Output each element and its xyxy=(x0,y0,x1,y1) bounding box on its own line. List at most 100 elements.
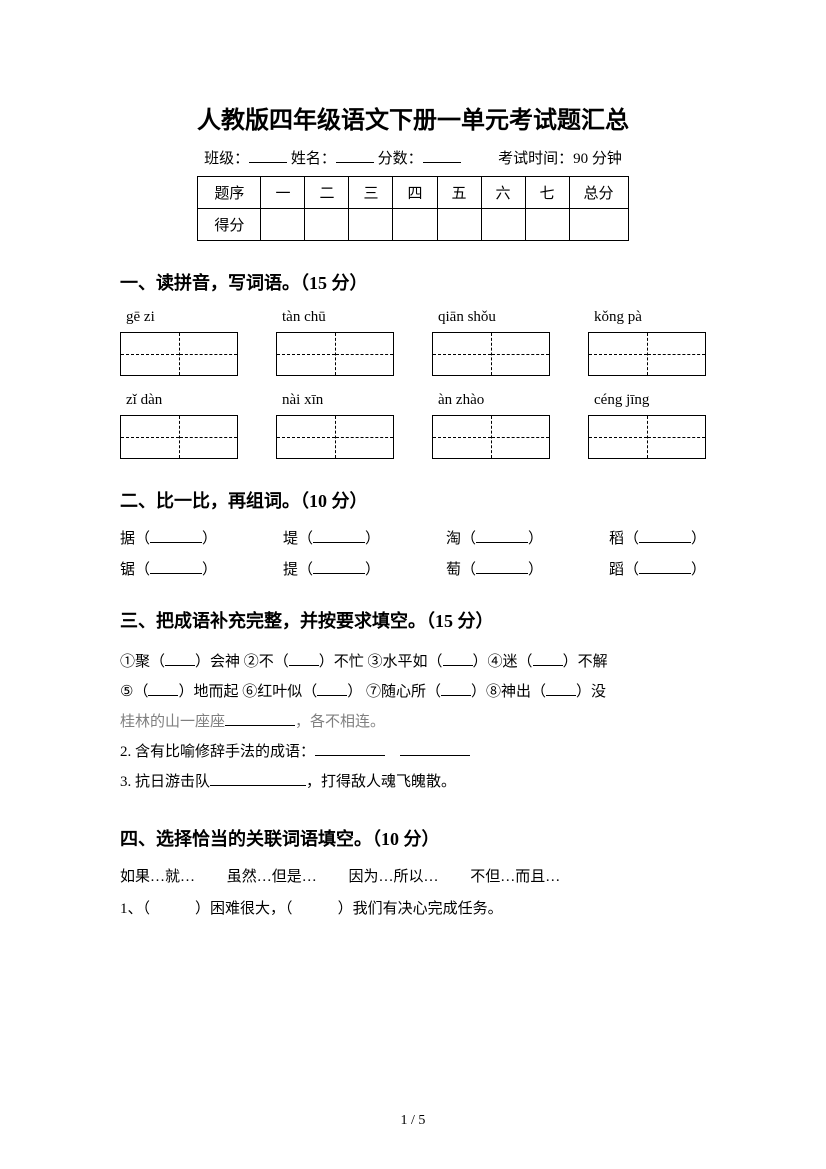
answer-blank[interactable] xyxy=(165,654,195,666)
score-cell[interactable] xyxy=(525,209,569,241)
score-cell[interactable] xyxy=(261,209,305,241)
score-table: 题序 一 二 三 四 五 六 七 总分 得分 xyxy=(197,176,628,241)
pinyin-row: gē zi tàn chū qiān shǒu kǒng pà xyxy=(120,309,706,376)
answer-blank[interactable] xyxy=(476,531,528,543)
section3-title: 三、把成语补充完整，并按要求填空。（15 分） xyxy=(120,607,706,633)
idiom-line: 2. 含有比喻修辞手法的成语： xyxy=(120,737,706,767)
table-row: 题序 一 二 三 四 五 六 七 总分 xyxy=(198,177,628,209)
pinyin-label: kǒng pà xyxy=(588,309,706,326)
pinyin-item: kǒng pà xyxy=(588,309,706,376)
idiom-line: ①聚（）会神 ②不（）不忙 ③水平如（）④迷（）不解 xyxy=(120,647,706,677)
section2-title: 二、比一比，再组词。（10 分） xyxy=(120,487,706,513)
pinyin-item: nài xīn xyxy=(276,392,394,459)
time-label: 考试时间：90 分钟 xyxy=(498,151,622,167)
compare-row: 锯（） 提（） 萄（） 蹈（） xyxy=(120,558,706,579)
answer-blank[interactable] xyxy=(400,744,470,756)
answer-blank[interactable] xyxy=(148,684,178,696)
pinyin-item: àn zhào xyxy=(432,392,550,459)
score-cell[interactable] xyxy=(305,209,349,241)
pinyin-row: zǐ dàn nài xīn àn zhào céng jīng xyxy=(120,392,706,459)
char-box[interactable] xyxy=(588,415,706,459)
pinyin-label: nài xīn xyxy=(276,392,394,409)
compare-item: 锯（） xyxy=(120,558,217,579)
info-line: 班级： 姓名： 分数： 考试时间：90 分钟 xyxy=(120,147,706,168)
pinyin-label: gē zi xyxy=(120,309,238,326)
char-box[interactable] xyxy=(120,415,238,459)
pinyin-item: gē zi xyxy=(120,309,238,376)
score-cell[interactable] xyxy=(569,209,628,241)
class-blank[interactable] xyxy=(249,149,287,163)
answer-blank[interactable] xyxy=(150,531,202,543)
th: 七 xyxy=(525,177,569,209)
answer-blank[interactable] xyxy=(639,562,691,574)
row-label: 得分 xyxy=(198,209,261,241)
score-cell[interactable] xyxy=(437,209,481,241)
answer-blank[interactable] xyxy=(441,684,471,696)
score-label: 分数： xyxy=(378,151,423,167)
answer-blank[interactable] xyxy=(443,654,473,666)
answer-blank[interactable] xyxy=(313,562,365,574)
th: 四 xyxy=(393,177,437,209)
answer-blank[interactable] xyxy=(289,654,319,666)
char-box[interactable] xyxy=(432,415,550,459)
answer-blank[interactable] xyxy=(533,654,563,666)
answer-blank[interactable] xyxy=(150,562,202,574)
compare-item: 堤（） xyxy=(283,527,380,548)
th: 二 xyxy=(305,177,349,209)
option: 如果…就… xyxy=(120,865,195,886)
option: 虽然…但是… xyxy=(227,865,317,886)
pinyin-label: zǐ dàn xyxy=(120,392,238,409)
answer-blank[interactable] xyxy=(225,714,295,726)
page-footer: 1 / 5 xyxy=(0,1113,826,1129)
name-label: 姓名： xyxy=(291,151,336,167)
char-box[interactable] xyxy=(276,332,394,376)
idiom-line: ⑤（）地而起 ⑥红叶似（） ⑦随心所（）⑧神出（）没 xyxy=(120,677,706,707)
option: 因为…所以… xyxy=(349,865,439,886)
char-box[interactable] xyxy=(276,415,394,459)
idiom-line: 桂林的山一座座，各不相连。 xyxy=(120,707,706,737)
compare-item: 提（） xyxy=(283,558,380,579)
answer-blank[interactable] xyxy=(317,684,347,696)
compare-item: 据（） xyxy=(120,527,217,548)
pinyin-item: céng jīng xyxy=(588,392,706,459)
th: 五 xyxy=(437,177,481,209)
score-cell[interactable] xyxy=(481,209,525,241)
name-blank[interactable] xyxy=(336,149,374,163)
pinyin-label: céng jīng xyxy=(588,392,706,409)
answer-blank[interactable] xyxy=(313,531,365,543)
table-row: 得分 xyxy=(198,209,628,241)
question-line: 1、（ ）困难很大，（ ）我们有决心完成任务。 xyxy=(120,894,706,924)
class-label: 班级： xyxy=(204,151,249,167)
option: 不但…而且… xyxy=(470,865,560,886)
answer-blank[interactable] xyxy=(546,684,576,696)
compare-item: 萄（） xyxy=(446,558,543,579)
section4-title: 四、选择恰当的关联词语填空。（10 分） xyxy=(120,825,706,851)
pinyin-label: qiān shǒu xyxy=(432,309,550,326)
compare-item: 淘（） xyxy=(446,527,543,548)
pinyin-item: zǐ dàn xyxy=(120,392,238,459)
compare-row: 据（） 堤（） 淘（） 稻（） xyxy=(120,527,706,548)
score-cell[interactable] xyxy=(393,209,437,241)
char-box[interactable] xyxy=(432,332,550,376)
answer-blank[interactable] xyxy=(476,562,528,574)
char-box[interactable] xyxy=(120,332,238,376)
compare-item: 稻（） xyxy=(609,527,706,548)
answer-blank[interactable] xyxy=(639,531,691,543)
char-box[interactable] xyxy=(588,332,706,376)
th: 总分 xyxy=(569,177,628,209)
score-cell[interactable] xyxy=(349,209,393,241)
answer-blank[interactable] xyxy=(210,774,306,786)
idiom-line: 3. 抗日游击队，打得敌人魂飞魄散。 xyxy=(120,767,706,797)
pinyin-label: àn zhào xyxy=(432,392,550,409)
pinyin-item: qiān shǒu xyxy=(432,309,550,376)
pinyin-label: tàn chū xyxy=(276,309,394,326)
th: 一 xyxy=(261,177,305,209)
th: 三 xyxy=(349,177,393,209)
th: 题序 xyxy=(198,177,261,209)
answer-blank[interactable] xyxy=(315,744,385,756)
conjunction-options: 如果…就… 虽然…但是… 因为…所以… 不但…而且… xyxy=(120,865,706,886)
pinyin-item: tàn chū xyxy=(276,309,394,376)
compare-item: 蹈（） xyxy=(609,558,706,579)
section1-title: 一、读拼音，写词语。（15 分） xyxy=(120,269,706,295)
score-blank[interactable] xyxy=(423,149,461,163)
